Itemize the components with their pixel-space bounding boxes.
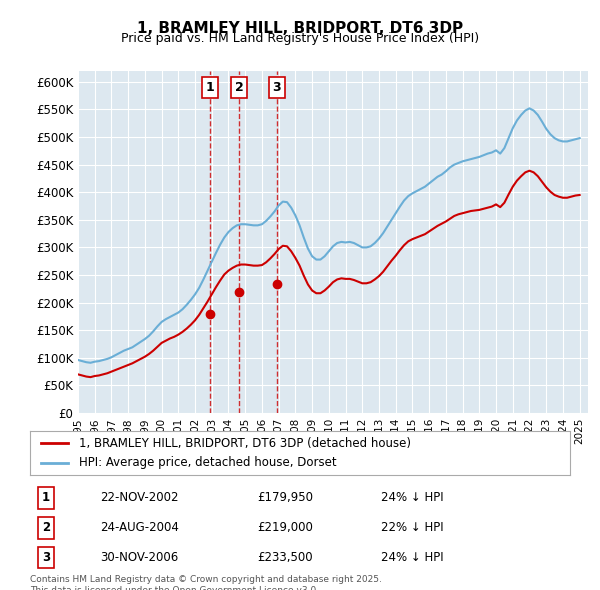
Text: Price paid vs. HM Land Registry's House Price Index (HPI): Price paid vs. HM Land Registry's House …	[121, 32, 479, 45]
Text: 1, BRAMLEY HILL, BRIDPORT, DT6 3DP: 1, BRAMLEY HILL, BRIDPORT, DT6 3DP	[137, 21, 463, 35]
Text: 22% ↓ HPI: 22% ↓ HPI	[381, 522, 443, 535]
Text: 1: 1	[206, 81, 214, 94]
Text: £179,950: £179,950	[257, 491, 313, 504]
Text: 2: 2	[42, 522, 50, 535]
Text: 22-NOV-2002: 22-NOV-2002	[100, 491, 179, 504]
Text: 30-NOV-2006: 30-NOV-2006	[100, 551, 178, 565]
Text: 24% ↓ HPI: 24% ↓ HPI	[381, 551, 443, 565]
Text: 24-AUG-2004: 24-AUG-2004	[100, 522, 179, 535]
Text: Contains HM Land Registry data © Crown copyright and database right 2025.
This d: Contains HM Land Registry data © Crown c…	[30, 575, 382, 590]
Text: 1: 1	[42, 491, 50, 504]
Text: £219,000: £219,000	[257, 522, 313, 535]
Text: 3: 3	[272, 81, 281, 94]
Text: 24% ↓ HPI: 24% ↓ HPI	[381, 491, 443, 504]
Text: 3: 3	[42, 551, 50, 565]
Text: 2: 2	[235, 81, 244, 94]
Text: HPI: Average price, detached house, Dorset: HPI: Average price, detached house, Dors…	[79, 456, 336, 469]
Text: 1, BRAMLEY HILL, BRIDPORT, DT6 3DP (detached house): 1, BRAMLEY HILL, BRIDPORT, DT6 3DP (deta…	[79, 437, 410, 450]
Text: £233,500: £233,500	[257, 551, 313, 565]
